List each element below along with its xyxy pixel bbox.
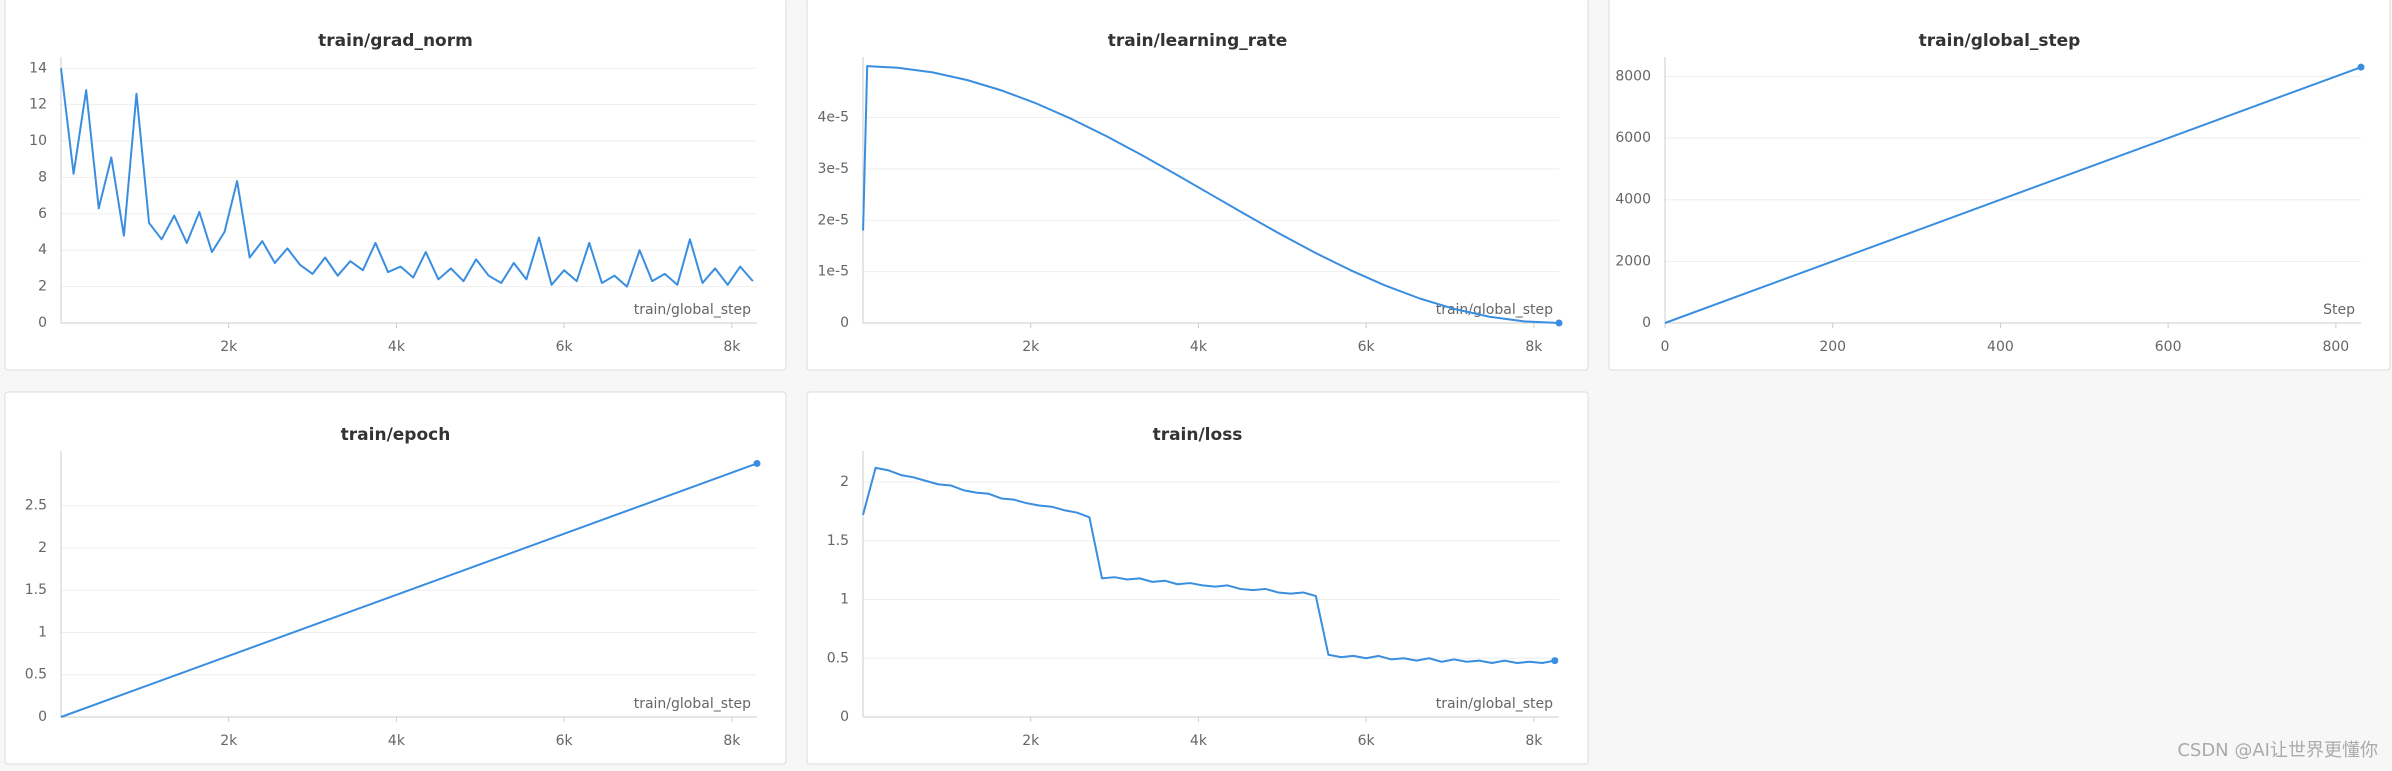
end-point [2357, 63, 2365, 71]
panel [806, 391, 1589, 765]
y-tick-label: 10 [29, 133, 47, 149]
y-tick-label: 12 [29, 97, 47, 113]
x-tick-label: 6k [556, 339, 574, 355]
panel [4, 0, 787, 371]
chart-title: train/loss [1153, 425, 1243, 445]
x-axis-label: train/global_step [1436, 696, 1553, 712]
y-tick-label: 2 [38, 540, 47, 556]
y-tick-label: 2 [840, 474, 849, 490]
y-tick-label: 6000 [1615, 130, 1651, 146]
line [862, 466, 1555, 664]
x-tick-label: 6k [1358, 339, 1376, 355]
x-tick-label: 8k [723, 339, 741, 355]
x-tick-label: 4k [1190, 339, 1208, 355]
y-tick-label: 14 [29, 60, 47, 76]
panel [4, 391, 787, 765]
end-point [1555, 319, 1563, 327]
x-tick-label: 2k [220, 339, 238, 355]
x-tick-label: 600 [2155, 339, 2182, 355]
x-axis-label: train/global_step [1436, 302, 1553, 318]
line [1664, 66, 2362, 324]
x-tick-label: 2k [1022, 733, 1040, 749]
end-point [1551, 657, 1559, 665]
chart-title: train/global_step [1919, 31, 2081, 51]
x-tick-label: 4k [1190, 733, 1208, 749]
y-tick-label: 6 [38, 206, 47, 222]
y-tick-label: 0 [840, 315, 849, 331]
x-tick-label: 2k [220, 733, 238, 749]
y-tick-label: 8 [38, 169, 47, 185]
line [862, 65, 1560, 324]
x-tick-label: 8k [723, 733, 741, 749]
y-tick-label: 1 [38, 624, 47, 640]
panel [1608, 0, 2391, 371]
x-tick-label: 2k [1022, 339, 1040, 355]
y-tick-label: 1.5 [25, 582, 47, 598]
y-tick-label: 0 [840, 709, 849, 725]
watermark: CSDN @AI让世界更懂你 [2177, 740, 2378, 761]
chart-title: train/learning_rate [1108, 31, 1288, 51]
y-tick-label: 0 [38, 315, 47, 331]
x-axis-label: train/global_step [634, 696, 751, 712]
y-tick-label: 0.5 [25, 667, 47, 683]
y-tick-label: 0 [38, 709, 47, 725]
chart-title: train/grad_norm [318, 31, 473, 51]
x-tick-label: 400 [1987, 339, 2014, 355]
x-tick-label: 6k [1358, 733, 1376, 749]
y-tick-label: 1 [840, 592, 849, 608]
y-tick-label: 0 [1642, 315, 1651, 331]
y-tick-label: 4000 [1615, 192, 1651, 208]
y-tick-label: 4e-5 [818, 110, 849, 126]
x-tick-label: 4k [388, 733, 406, 749]
x-axis-label: train/global_step [634, 302, 751, 318]
panel [806, 0, 1589, 371]
x-tick-label: 6k [556, 733, 574, 749]
y-tick-label: 3e-5 [818, 161, 849, 177]
line [60, 68, 754, 288]
y-tick-label: 4 [38, 242, 47, 258]
y-tick-label: 2.5 [25, 498, 47, 514]
x-tick-label: 8k [1525, 339, 1543, 355]
y-tick-label: 1.5 [827, 533, 849, 549]
y-tick-label: 1e-5 [818, 264, 849, 280]
x-tick-label: 200 [1819, 339, 1846, 355]
chart-title: train/epoch [341, 425, 451, 445]
x-tick-label: 8k [1525, 733, 1543, 749]
line [60, 462, 758, 718]
y-tick-label: 2000 [1615, 253, 1651, 269]
x-axis-label: Step [2323, 302, 2355, 318]
end-point [753, 459, 761, 467]
y-tick-label: 2 [38, 279, 47, 295]
y-tick-label: 2e-5 [818, 212, 849, 228]
x-tick-label: 800 [2322, 339, 2349, 355]
x-tick-label: 0 [1661, 339, 1670, 355]
y-tick-label: 8000 [1615, 68, 1651, 84]
y-tick-label: 0.5 [827, 650, 849, 666]
x-tick-label: 4k [388, 339, 406, 355]
